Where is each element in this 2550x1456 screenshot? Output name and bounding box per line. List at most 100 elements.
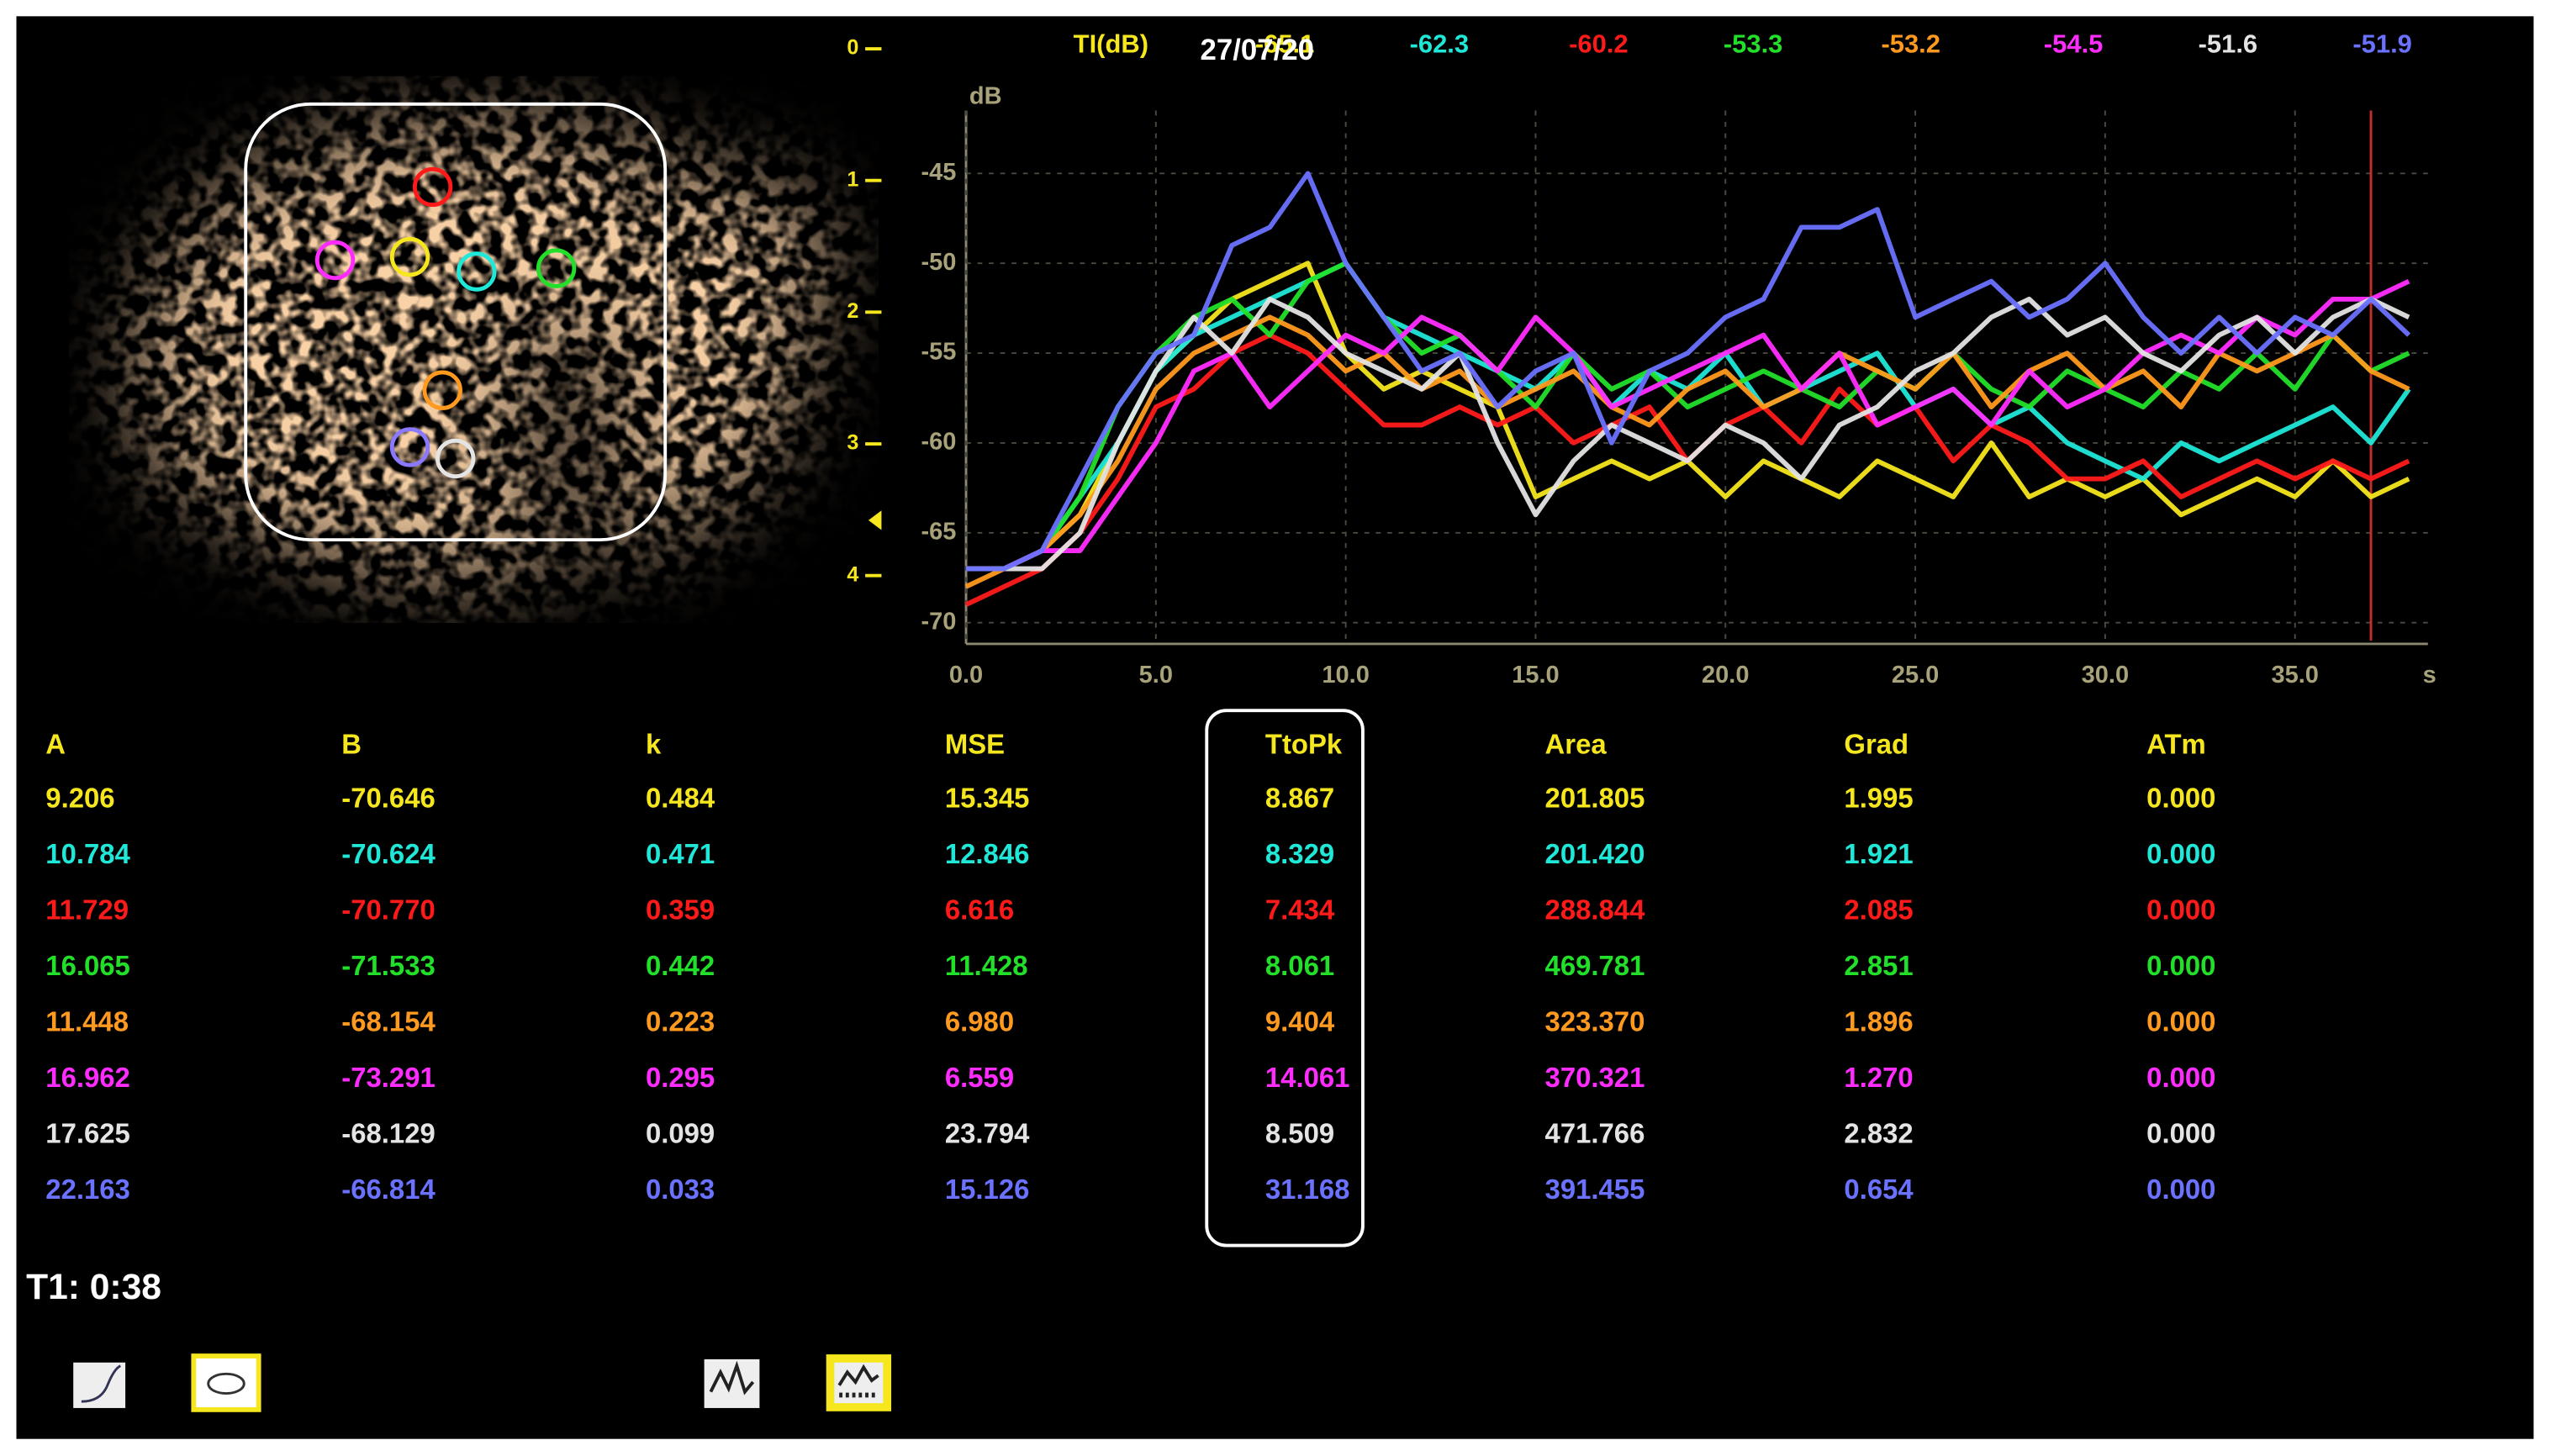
y-tick-label: -45	[921, 159, 956, 186]
table-cell: 6.980	[945, 1005, 1014, 1037]
table-cell: 0.000	[2146, 1174, 2215, 1205]
column-header: MSE	[945, 728, 1005, 759]
x-tick-label: 20.0	[1702, 662, 1749, 688]
table-cell: 0.000	[2146, 782, 2215, 813]
depth-tick-label: 4	[847, 562, 858, 586]
y-tick-label: -50	[921, 249, 956, 276]
table-cell: 0.484	[646, 782, 715, 813]
toolbar	[73, 1353, 892, 1412]
table-cell: -73.291	[341, 1062, 435, 1093]
ultrasound-image	[65, 65, 879, 667]
ellipse-roi-button[interactable]	[191, 1353, 261, 1412]
ti-value: -54.5	[2044, 29, 2104, 58]
depth-tick-label: 1	[847, 167, 858, 191]
table-cell: 11.729	[45, 894, 129, 925]
table-cell: -68.154	[341, 1005, 436, 1037]
date: 27/07/20	[1201, 34, 1314, 66]
x-tick-label: 15.0	[1512, 662, 1559, 688]
table-cell: 0.471	[646, 838, 715, 869]
table-cell: 6.559	[945, 1062, 1014, 1093]
table-cell: -71.533	[341, 950, 435, 981]
x-tick-label: 5.0	[1139, 662, 1173, 688]
table-cell: 2.085	[1844, 894, 1913, 925]
table-cell: 9.404	[1265, 1005, 1335, 1037]
table-cell: 1.896	[1844, 1005, 1913, 1037]
table-cell: 469.781	[1545, 950, 1645, 981]
table-cell: 201.420	[1545, 838, 1645, 869]
column-header: Area	[1545, 728, 1608, 759]
table-cell: 16.065	[45, 950, 130, 981]
table-cell: 22.163	[45, 1174, 130, 1205]
y-tick-label: -70	[921, 608, 956, 635]
column-header: ATm	[2146, 728, 2206, 759]
table-cell: 12.846	[945, 838, 1030, 869]
table-cell: 0.442	[646, 950, 715, 981]
table-cell: 0.099	[646, 1117, 715, 1148]
table-cell: 0.223	[646, 1005, 715, 1037]
table-cell: 0.000	[2146, 1117, 2215, 1148]
table-cell: 31.168	[1265, 1174, 1350, 1205]
table-cell: 288.844	[1545, 894, 1646, 925]
y-tick-label: -60	[921, 429, 956, 456]
column-header: A	[45, 728, 66, 759]
tic-curve	[964, 314, 2410, 589]
depth-tick-label: 2	[847, 299, 858, 323]
table-cell: 201.805	[1545, 782, 1645, 813]
table-cell: 15.126	[945, 1174, 1030, 1205]
table-cell: 0.033	[646, 1174, 715, 1205]
ti-value: -65.1	[1255, 29, 1315, 58]
table-cell: 370.321	[1545, 1062, 1645, 1093]
ti-value: -60.2	[1569, 29, 1629, 58]
ti-value: -51.9	[2352, 29, 2412, 58]
table-cell: 0.000	[2146, 894, 2215, 925]
column-header: Grad	[1844, 728, 1909, 759]
curve-tool-button[interactable]	[73, 1362, 126, 1408]
y-axis-label: dB	[969, 83, 1002, 110]
table-cell: 1.995	[1844, 782, 1913, 813]
table-cell: 11.448	[45, 1005, 129, 1037]
table-cell: 1.921	[1844, 838, 1913, 869]
column-highlight	[1205, 709, 1365, 1248]
table-cell: 15.345	[945, 782, 1030, 813]
y-tick-label: -65	[921, 518, 956, 545]
y-tick-label: -55	[921, 339, 956, 366]
table-cell: 11.428	[945, 950, 1028, 981]
column-header: TtoPk	[1265, 728, 1343, 759]
table-cell: 8.867	[1265, 782, 1334, 813]
table-cell: 23.794	[945, 1117, 1030, 1148]
table-cell: -68.129	[341, 1117, 435, 1148]
table-cell: 7.434	[1265, 894, 1335, 925]
roi-markers	[314, 166, 577, 479]
table-cell: 0.000	[2146, 1062, 2215, 1093]
table-cell: 16.962	[45, 1062, 130, 1093]
chart-view-button[interactable]	[704, 1358, 760, 1408]
timer: T1: 0:38	[26, 1267, 161, 1307]
x-tick-label: 35.0	[2271, 662, 2318, 688]
table-cell: 10.784	[45, 838, 130, 869]
x-axis-unit: s	[2423, 662, 2436, 688]
table-cell: 391.455	[1545, 1174, 1645, 1205]
table-view-button[interactable]	[826, 1354, 892, 1411]
tic-curve	[966, 296, 2410, 572]
x-tick-label: 0.0	[949, 662, 983, 688]
table-cell: 8.509	[1265, 1117, 1334, 1148]
table-cell: -70.770	[341, 894, 435, 925]
column-header: B	[341, 728, 362, 759]
table-cell: 471.766	[1545, 1117, 1645, 1148]
column-header: k	[646, 728, 662, 759]
table-cell: 9.206	[45, 782, 114, 813]
ti-value: -53.3	[1724, 29, 1783, 58]
depth-marker	[868, 510, 882, 530]
depth-tick-label: 0	[847, 36, 858, 60]
roi-frame	[244, 102, 668, 542]
table-cell: 0.000	[2146, 1005, 2215, 1037]
table-cell: 2.851	[1844, 950, 1913, 981]
ti-label: TI(dB)	[1074, 29, 1148, 58]
table-cell: 0.000	[2146, 838, 2215, 869]
x-tick-label: 25.0	[1892, 662, 1939, 688]
tic-curve	[966, 171, 2411, 572]
table-cell: 0.295	[646, 1062, 715, 1093]
table-cell: 0.654	[1844, 1174, 1914, 1205]
x-tick-label: 30.0	[2082, 662, 2129, 688]
